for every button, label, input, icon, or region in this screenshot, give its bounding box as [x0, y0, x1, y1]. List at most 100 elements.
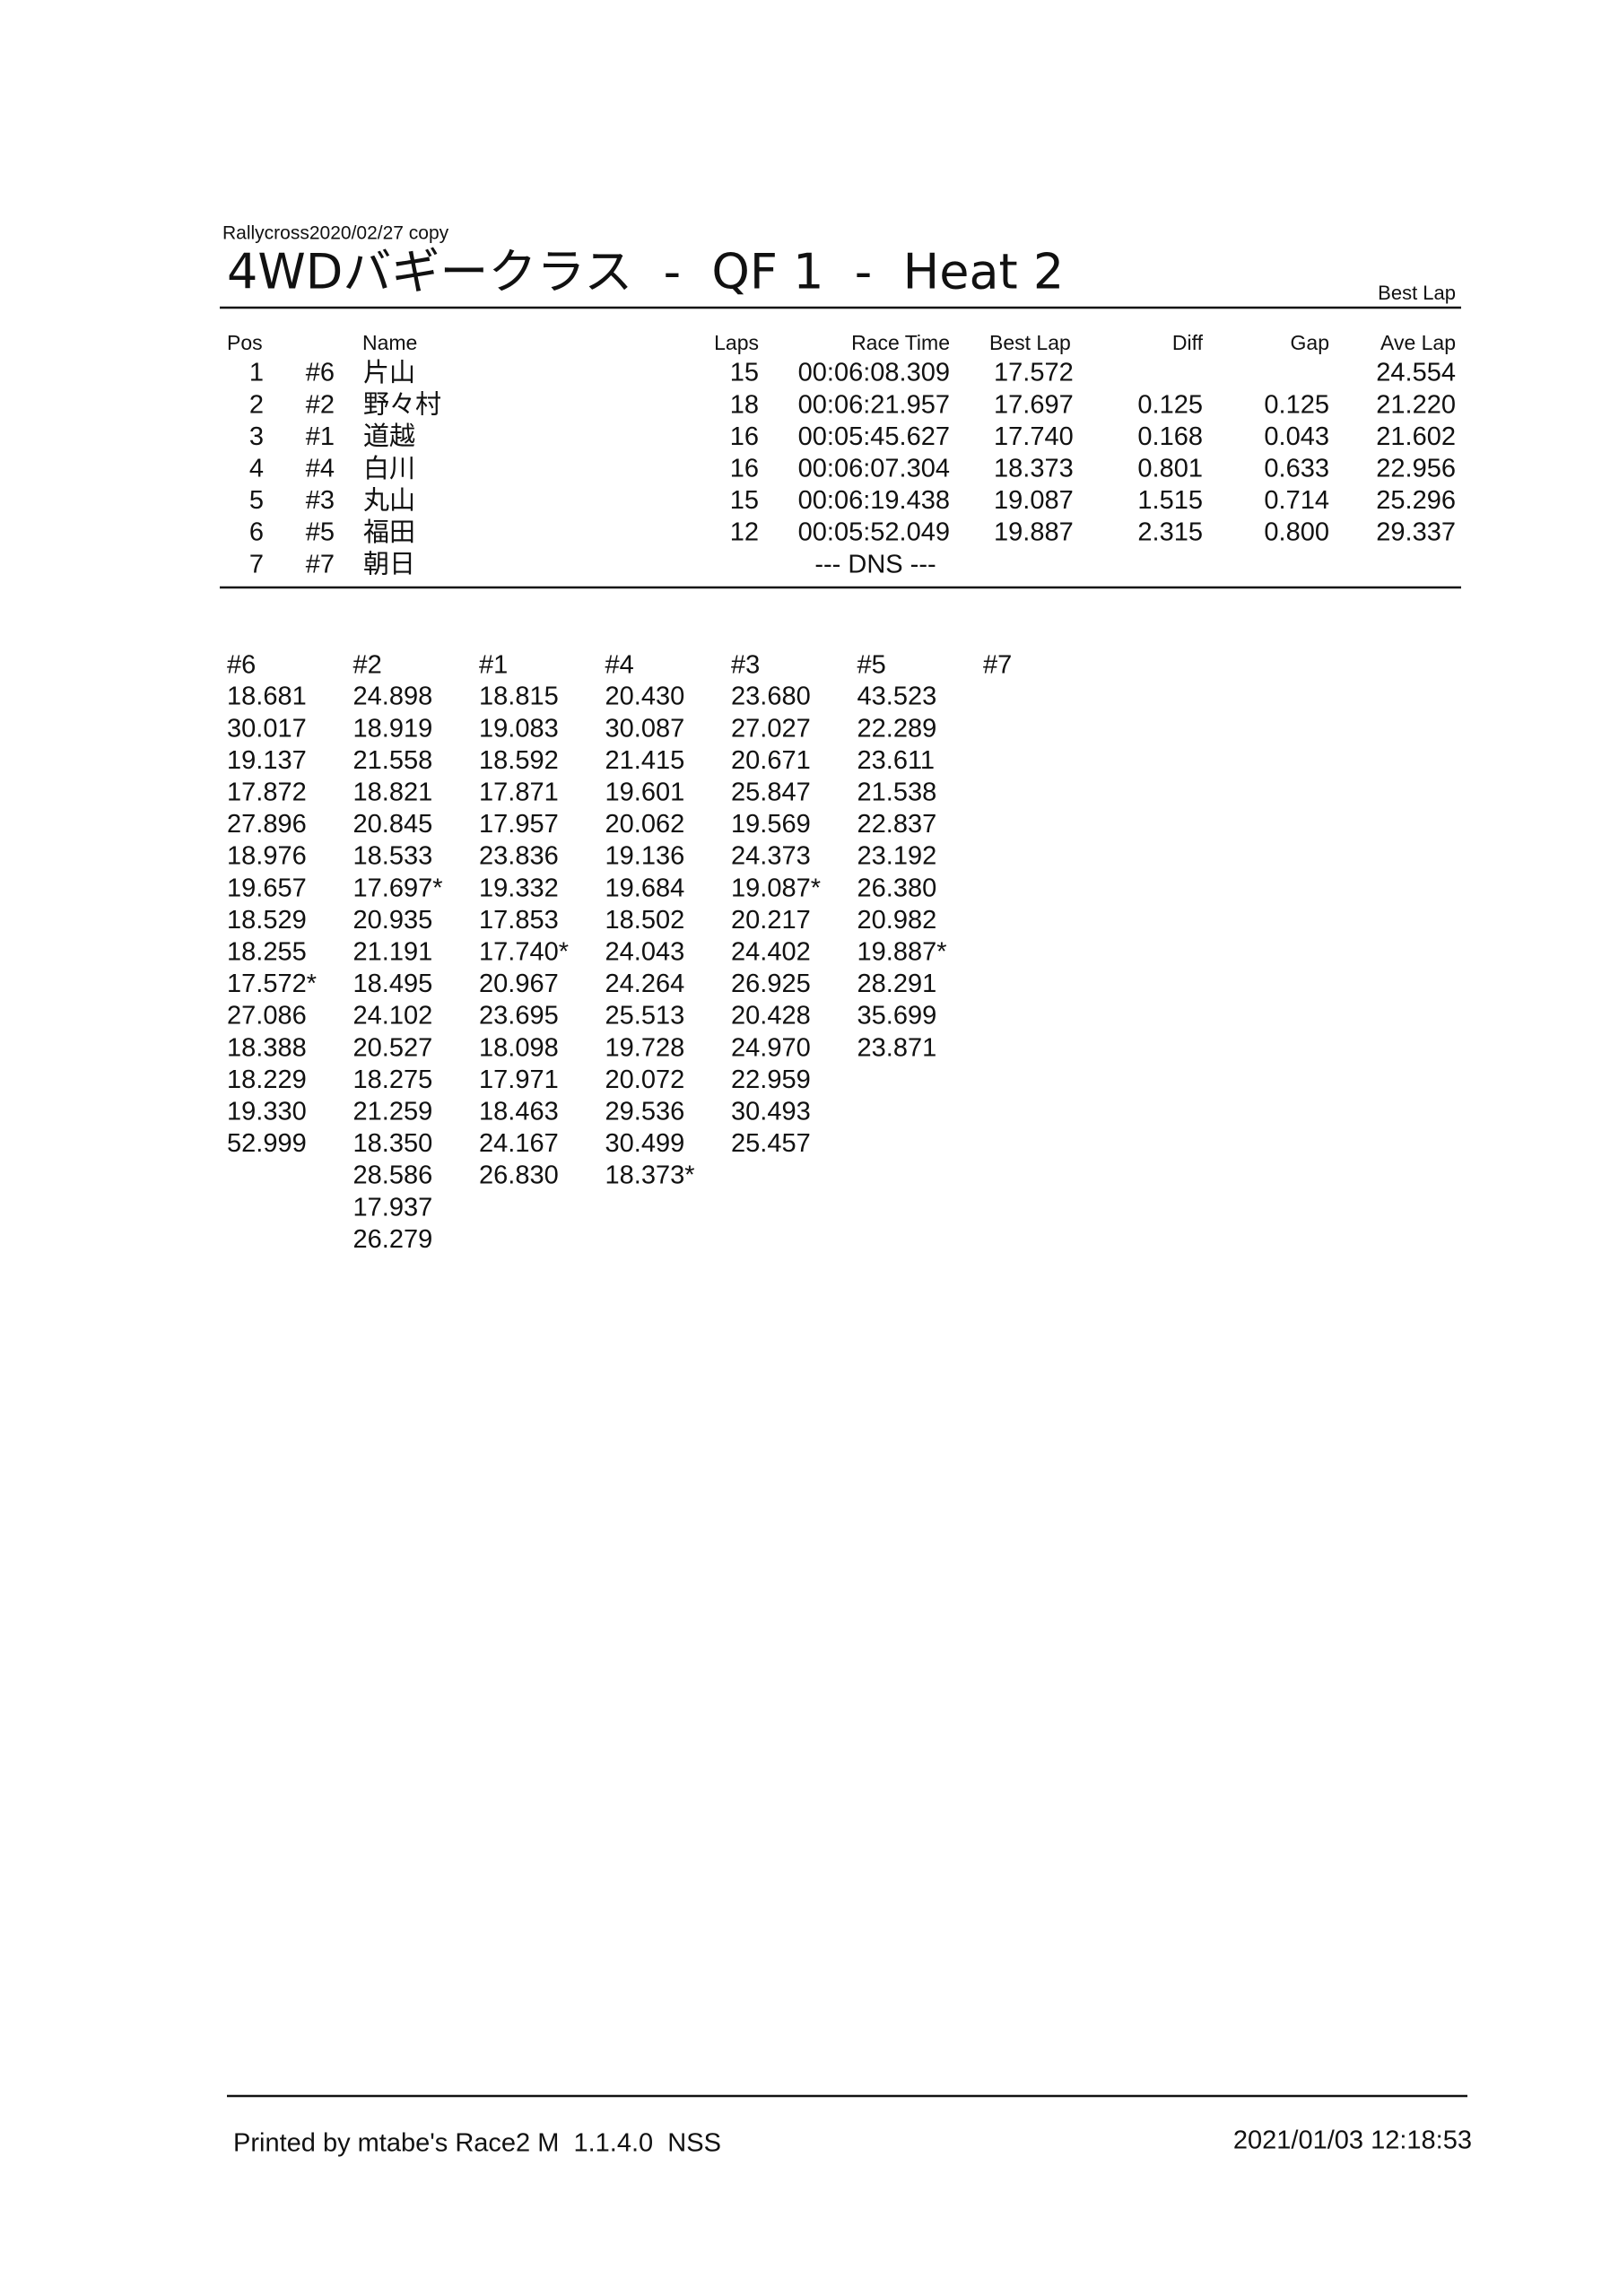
result-cell: 21.220	[1376, 390, 1456, 419]
result-cell: 00:06:19.438	[798, 486, 950, 515]
lap-time: 17.871	[479, 778, 559, 806]
result-cell: 0.714	[1264, 486, 1329, 515]
result-cell: 1	[249, 359, 264, 387]
result-cell: 0.043	[1264, 422, 1329, 451]
lap-time: 18.592	[479, 746, 559, 775]
lap-time: 23.871	[857, 1033, 937, 1062]
column-header: Laps	[714, 331, 759, 354]
result-cell: 野々村	[363, 389, 441, 420]
lap-time: 19.137	[227, 746, 307, 775]
lap-time: 30.087	[605, 714, 685, 743]
result-cell: #1	[306, 422, 335, 451]
lap-time: 19.083	[479, 714, 559, 743]
lap-time: 18.815	[479, 683, 559, 711]
lap-time: 24.043	[605, 937, 685, 966]
result-cell: 白川	[363, 453, 415, 483]
lap-time: 26.279	[353, 1225, 433, 1254]
column-header: Gap	[1291, 331, 1329, 354]
result-cell: 24.554	[1376, 359, 1456, 387]
lap-time: 20.430	[605, 683, 685, 711]
lap-column-header: #2	[353, 651, 382, 680]
result-cell: 16	[730, 454, 759, 483]
result-cell: 18	[730, 390, 759, 419]
result-cell: --- DNS ---	[814, 550, 936, 578]
result-cell: 福田	[363, 517, 415, 547]
result-cell: 6	[249, 518, 264, 547]
lap-time: 27.896	[227, 810, 307, 839]
result-cell: #3	[306, 486, 335, 515]
lap-time: 19.332	[479, 874, 559, 902]
lap-time: 17.971	[479, 1065, 559, 1094]
lap-time: 18.495	[353, 970, 433, 998]
column-header: Ave Lap	[1380, 331, 1456, 354]
result-cell: 18.373	[994, 454, 1074, 483]
lap-time: 20.982	[857, 906, 937, 935]
result-cell: 00:05:45.627	[798, 422, 950, 451]
lap-time: 21.538	[857, 778, 937, 806]
result-cell: 29.337	[1376, 518, 1456, 547]
lap-column-header: #6	[227, 651, 256, 680]
lap-time: 18.373*	[605, 1161, 695, 1190]
lap-time: 21.558	[353, 746, 433, 775]
result-cell: #6	[306, 359, 335, 387]
lap-time: 18.529	[227, 906, 307, 935]
result-cell: 19.887	[994, 518, 1074, 547]
lap-time: 19.601	[605, 778, 685, 806]
lap-time: 25.457	[731, 1129, 811, 1158]
lap-time: 20.527	[353, 1033, 433, 1062]
lap-time: 20.671	[731, 746, 811, 775]
result-cell: 0.801	[1137, 454, 1203, 483]
lap-time: 18.533	[353, 842, 433, 871]
lap-time: 22.959	[731, 1065, 811, 1094]
lap-time: 17.572*	[227, 970, 317, 998]
result-cell: 朝日	[363, 549, 415, 579]
column-header: Race Time	[851, 331, 950, 354]
lap-time: 17.853	[479, 906, 559, 935]
result-cell: 15	[730, 359, 759, 387]
result-cell: 丸山	[363, 484, 415, 515]
lap-time: 23.695	[479, 1002, 559, 1031]
column-header: Pos	[227, 331, 263, 354]
event-name: Rallycross2020/02/27 copy	[222, 223, 449, 244]
sort-label: Best Lap	[1378, 282, 1456, 304]
result-cell: 0.633	[1264, 454, 1329, 483]
lap-time: 25.847	[731, 778, 811, 806]
lap-time: 43.523	[857, 683, 937, 711]
lap-time: 24.970	[731, 1033, 811, 1062]
lap-time: 19.569	[731, 810, 811, 839]
lap-time: 19.330	[227, 1097, 307, 1126]
result-cell: 00:06:21.957	[798, 390, 950, 419]
result-cell: 3	[249, 422, 264, 451]
lap-time: 22.289	[857, 714, 937, 743]
lap-time: 24.167	[479, 1129, 559, 1158]
result-cell: 19.087	[994, 486, 1074, 515]
result-cell: 22.956	[1376, 454, 1456, 483]
result-cell: #7	[306, 550, 335, 578]
lap-time: 21.191	[353, 937, 433, 966]
lap-time: 19.684	[605, 874, 685, 902]
lap-time: 19.728	[605, 1033, 685, 1062]
result-cell: 道越	[363, 421, 415, 451]
lap-time: 23.611	[857, 746, 936, 775]
result-cell: 00:05:52.049	[798, 518, 950, 547]
lap-time: 18.976	[227, 842, 307, 871]
result-cell: 2.315	[1137, 518, 1203, 547]
lap-time: 23.680	[731, 683, 811, 711]
result-cell: #4	[306, 454, 335, 483]
result-cell: 2	[249, 390, 264, 419]
lap-time: 18.821	[353, 778, 433, 806]
lap-time: 18.098	[479, 1033, 559, 1062]
column-header: Diff	[1172, 331, 1204, 354]
lap-time: 35.699	[857, 1002, 937, 1031]
lap-time: 30.499	[605, 1129, 685, 1158]
result-cell: 12	[730, 518, 759, 547]
lap-time: 20.217	[731, 906, 811, 935]
result-cell: 5	[249, 486, 264, 515]
result-cell: 15	[730, 486, 759, 515]
lap-time: 24.898	[353, 683, 433, 711]
footer-timestamp: 2021/01/03 12:18:53	[1233, 2126, 1472, 2155]
lap-time: 27.086	[227, 1002, 307, 1031]
lap-time: 17.872	[227, 778, 307, 806]
lap-column-header: #5	[857, 651, 886, 680]
lap-time: 29.536	[605, 1097, 685, 1126]
